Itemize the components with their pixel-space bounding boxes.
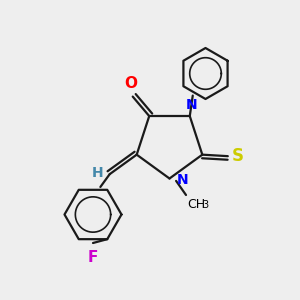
Text: 3: 3 bbox=[202, 200, 208, 210]
Text: CH: CH bbox=[188, 198, 206, 211]
Text: N: N bbox=[177, 173, 189, 187]
Text: S: S bbox=[232, 147, 244, 165]
Text: H: H bbox=[92, 166, 103, 180]
Text: O: O bbox=[124, 76, 137, 91]
Text: N: N bbox=[185, 98, 197, 112]
Text: F: F bbox=[88, 250, 98, 265]
